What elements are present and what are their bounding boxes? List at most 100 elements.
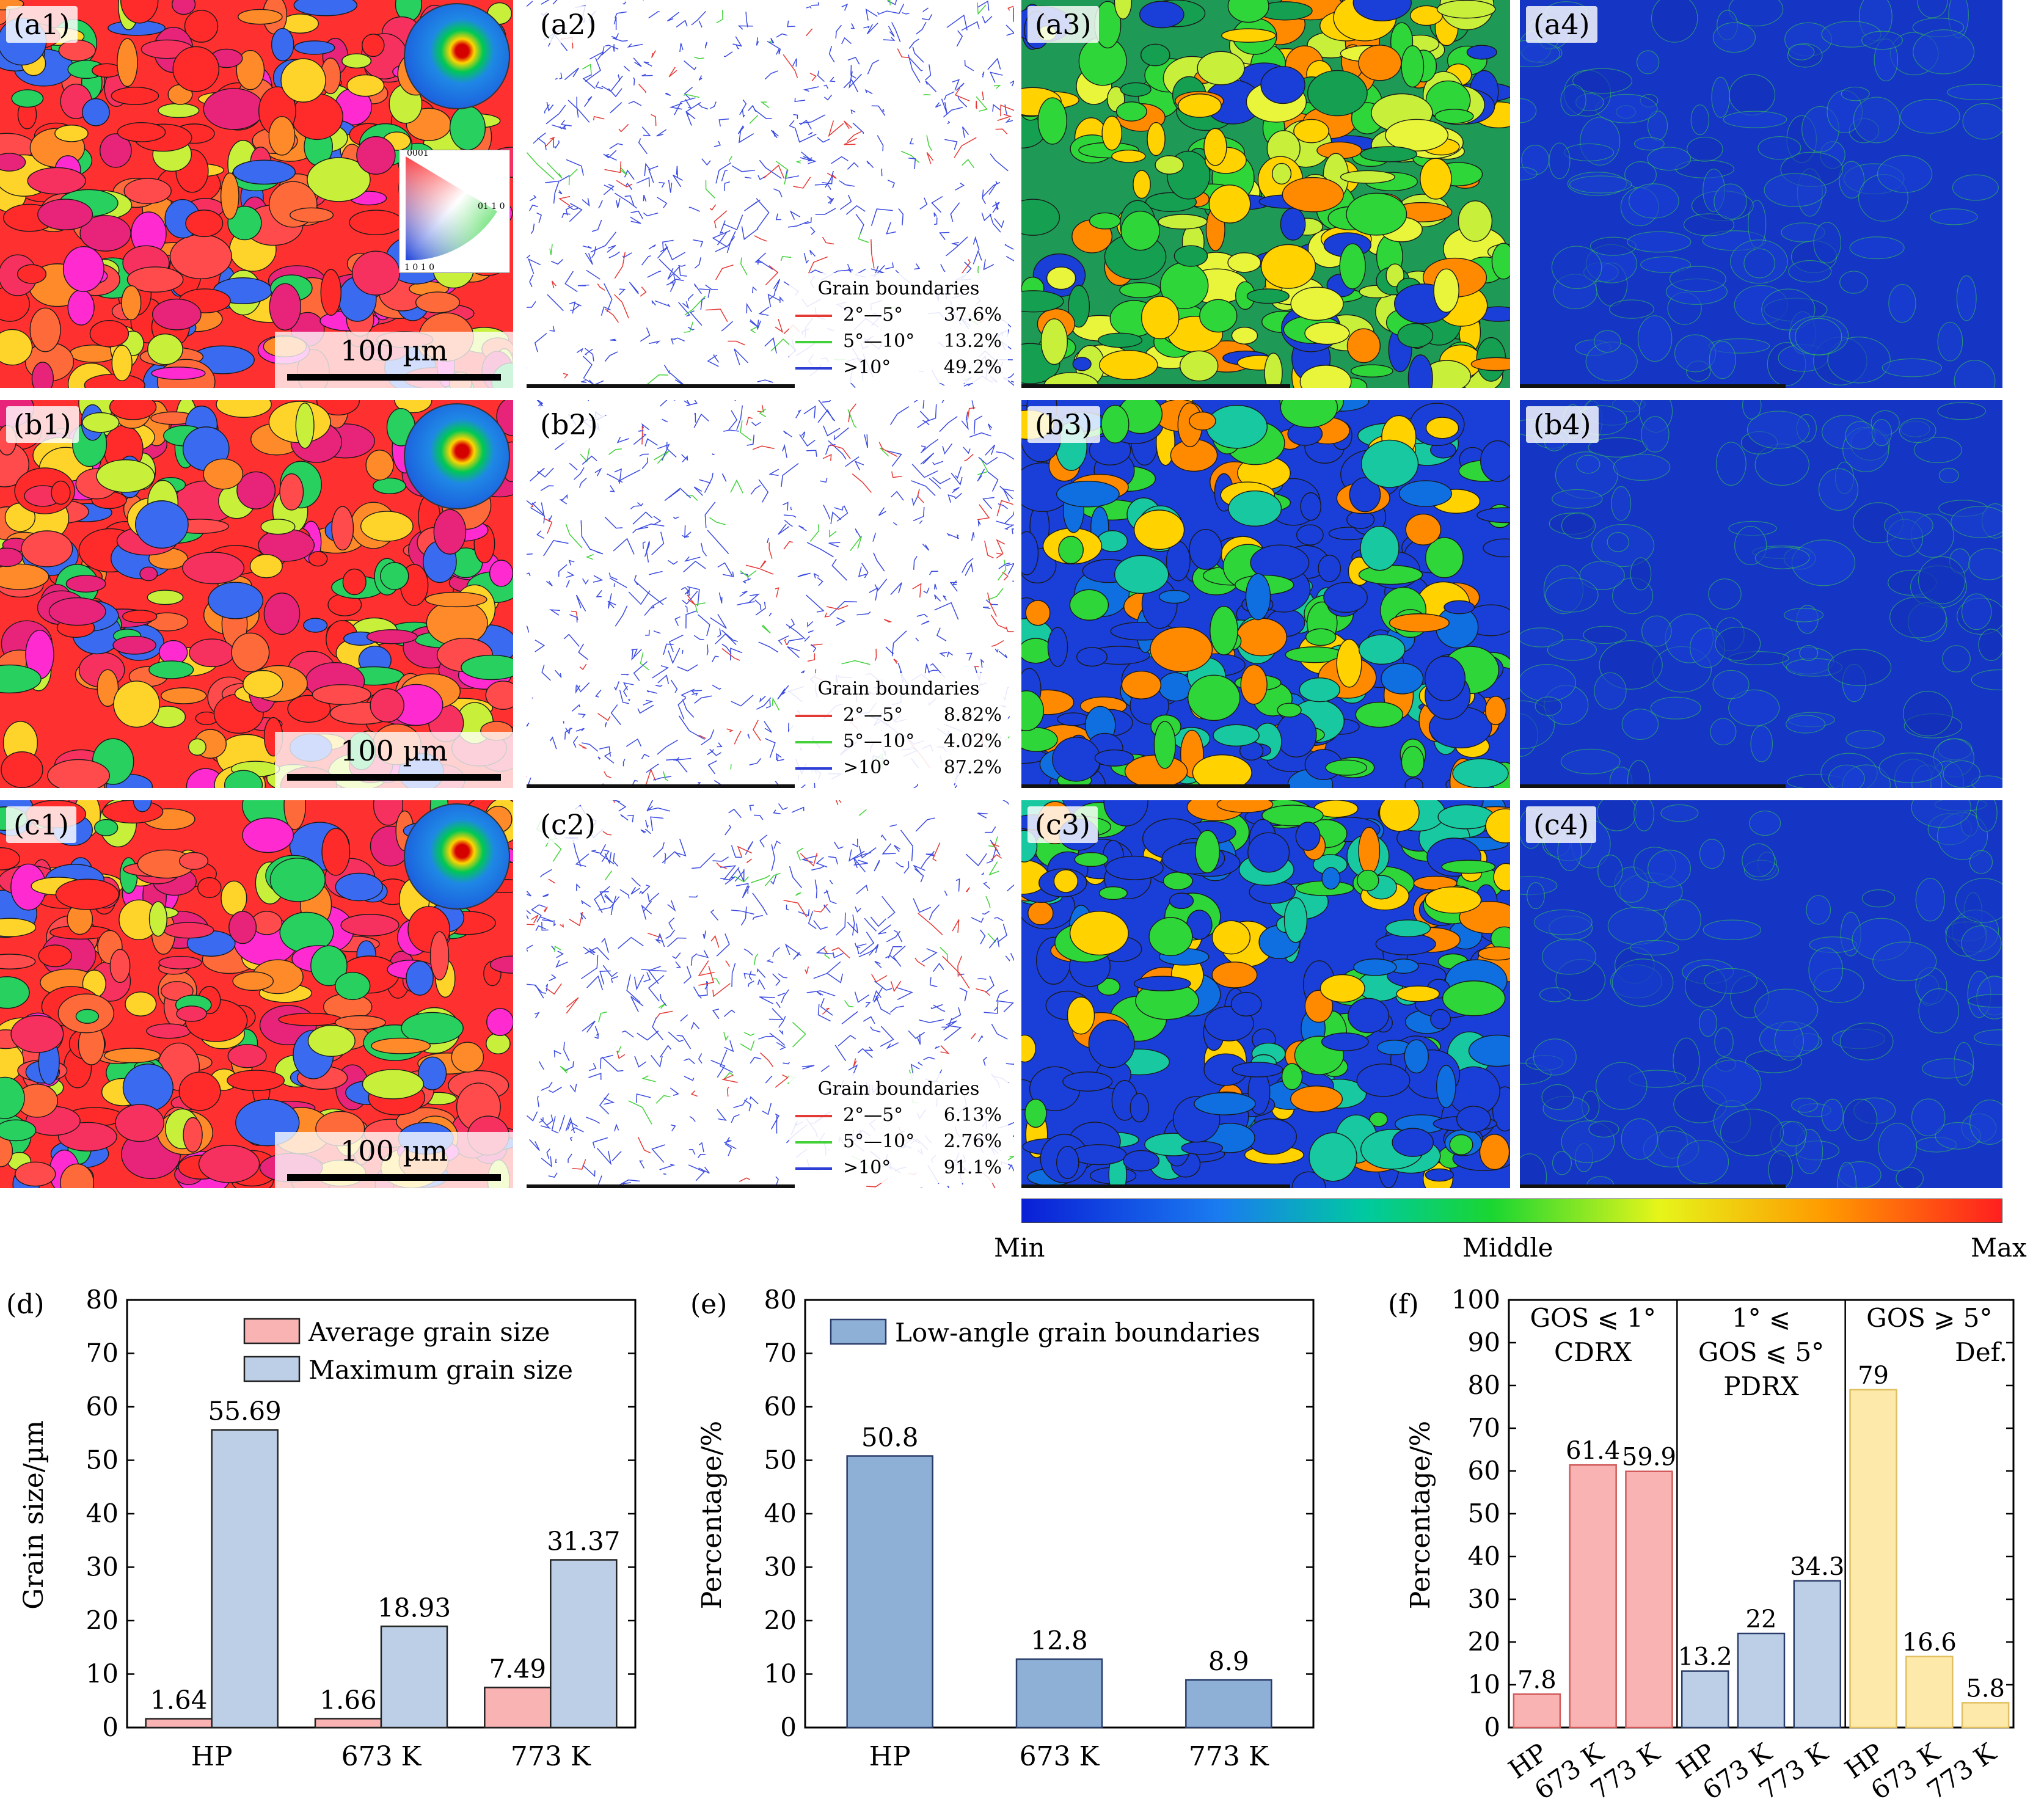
bar bbox=[1793, 1580, 1842, 1729]
group-header: PDRX bbox=[1723, 1371, 1799, 1401]
y-tick-label: 80 bbox=[1468, 1370, 1500, 1400]
bar-value-label: 7.8 bbox=[1517, 1666, 1557, 1694]
grain-boundary-map-c2: (c2) Grain boundaries 2°—5° 6.13% 5°—10° 2… bbox=[527, 800, 1014, 1188]
x-tick-label: 673 K bbox=[1020, 1741, 1100, 1772]
panel-label: (c3) bbox=[1027, 806, 1098, 843]
x-tick-label: 673 K bbox=[341, 1741, 422, 1772]
bar-value-label: 50.8 bbox=[861, 1423, 919, 1453]
bar-value-label: 55.69 bbox=[208, 1396, 282, 1426]
legend-swatch bbox=[795, 367, 832, 370]
colorbar-mid-label: Middle bbox=[1462, 1233, 1553, 1263]
bar bbox=[846, 1455, 933, 1729]
y-tick-label: 70 bbox=[86, 1338, 119, 1368]
bar bbox=[1569, 1464, 1617, 1729]
micrograph-texture bbox=[1021, 800, 1510, 1188]
bar-value-label: 7.49 bbox=[489, 1654, 547, 1684]
y-tick-label: 40 bbox=[764, 1498, 797, 1528]
grain-boundary-legend: Grain boundaries 2°—5° 8.82% 5°—10° 4.02% … bbox=[789, 673, 1008, 783]
bar bbox=[1737, 1632, 1786, 1729]
y-tick-label: 10 bbox=[1468, 1670, 1500, 1699]
bar-value-label: 79 bbox=[1858, 1362, 1889, 1390]
y-tick-label: 50 bbox=[86, 1445, 119, 1475]
y-tick-label: 70 bbox=[764, 1338, 797, 1368]
legend-range: 5°—10° bbox=[843, 330, 915, 352]
legend-range: >10° bbox=[843, 357, 891, 378]
colorbar-max-label: Max bbox=[1971, 1233, 2027, 1263]
x-tick-label: 773 K bbox=[1189, 1741, 1269, 1772]
bar bbox=[1625, 1470, 1673, 1729]
ipf-map-b1: (b1) 100 µm bbox=[0, 400, 513, 788]
legend-range: >10° bbox=[843, 1157, 891, 1178]
y-tick-label: 60 bbox=[1468, 1456, 1500, 1486]
legend-pct: 2.76% bbox=[943, 1131, 1002, 1152]
bar bbox=[1185, 1679, 1272, 1729]
micrograph-texture bbox=[1520, 400, 2002, 788]
scale-bar-line bbox=[1520, 1184, 1786, 1188]
micrograph-texture bbox=[1520, 800, 2002, 1188]
bar bbox=[1961, 1702, 2010, 1729]
y-axis-label: Percentage/% bbox=[696, 1421, 728, 1609]
panel-label: (a3) bbox=[1027, 6, 1099, 43]
y-tick-label: 0 bbox=[780, 1712, 797, 1742]
scale-bar-line bbox=[287, 774, 501, 781]
legend-swatch bbox=[795, 1115, 832, 1117]
lagb-chart: 0 10 20 30 40 50 60 70 80 (e) Percentage/% HP 50.8 67… bbox=[690, 1285, 1315, 1772]
bar-value-label: 13.2 bbox=[1678, 1643, 1732, 1671]
legend-title: Grain boundaries bbox=[817, 1078, 980, 1100]
legend-label: Average grain size bbox=[308, 1317, 550, 1347]
bar-value-label: 61.4 bbox=[1566, 1437, 1620, 1465]
y-tick-label: 40 bbox=[1468, 1541, 1500, 1571]
ipf-label-top: 0001 bbox=[407, 150, 429, 158]
kam-map-c4: (c4) bbox=[1520, 800, 2002, 1188]
legend-range: 2°—5° bbox=[843, 704, 903, 726]
group-header: GOS ⩾ 5° bbox=[1866, 1303, 1992, 1333]
bar-value-label: 59.9 bbox=[1622, 1443, 1676, 1472]
legend-swatch bbox=[795, 1167, 832, 1170]
pole-figure bbox=[404, 803, 510, 910]
y-tick-label: 0 bbox=[1484, 1712, 1500, 1742]
micrograph-texture bbox=[1021, 400, 1510, 788]
panel-label: (d) bbox=[6, 1289, 45, 1320]
x-tick-label: HP bbox=[191, 1741, 233, 1772]
panel-label: (e) bbox=[690, 1289, 727, 1320]
colorbar bbox=[1021, 1199, 2002, 1223]
scale-bar-line bbox=[527, 384, 795, 388]
ipf-label-right: 01 1 0 bbox=[478, 202, 505, 211]
panel-label: (f) bbox=[1388, 1289, 1419, 1320]
scale-bar-line bbox=[1021, 1184, 1290, 1188]
legend-swatch bbox=[795, 741, 832, 743]
bar-value-label: 31.37 bbox=[547, 1527, 620, 1556]
gos-map-c3: (c3) bbox=[1021, 800, 1510, 1188]
pole-figure bbox=[404, 403, 510, 509]
legend-swatch bbox=[243, 1356, 301, 1382]
y-tick-label: 60 bbox=[764, 1392, 797, 1421]
group-header: Def. bbox=[1955, 1337, 2007, 1367]
legend-label: Maximum grain size bbox=[308, 1355, 573, 1385]
scale-bar-line bbox=[1520, 784, 1786, 788]
bar bbox=[484, 1687, 552, 1729]
bar-value-label: 8.9 bbox=[1208, 1646, 1249, 1676]
bar-value-label: 34.3 bbox=[1790, 1553, 1844, 1581]
bar bbox=[211, 1429, 279, 1729]
gos-map-b3: (b3) bbox=[1021, 400, 1510, 788]
scale-bar: 100 µm bbox=[275, 732, 513, 788]
group-header: CDRX bbox=[1554, 1337, 1632, 1367]
legend-swatch bbox=[795, 1141, 832, 1144]
y-tick-label: 50 bbox=[1468, 1498, 1500, 1528]
legend-pct: 49.2% bbox=[943, 357, 1002, 378]
legend-pct: 87.2% bbox=[943, 757, 1002, 778]
grain-boundary-legend: Grain boundaries 2°—5° 6.13% 5°—10° 2.76% … bbox=[789, 1073, 1008, 1183]
scale-bar-line bbox=[287, 1174, 501, 1181]
ipf-map-c1: (c1) 100 µm bbox=[0, 800, 513, 1188]
legend-swatch bbox=[795, 767, 832, 770]
panel-label: (b2) bbox=[533, 406, 605, 443]
group-header: GOS ⩽ 1° bbox=[1530, 1303, 1655, 1333]
bar bbox=[145, 1718, 213, 1729]
scale-bar-label: 100 µm bbox=[340, 734, 448, 767]
y-tick-label: 60 bbox=[86, 1392, 119, 1421]
y-tick-label: 80 bbox=[764, 1285, 797, 1315]
group-header: GOS ⩽ 5° bbox=[1698, 1337, 1824, 1367]
bar-value-label: 16.6 bbox=[1902, 1629, 1957, 1657]
gos-map-a3: (a3) bbox=[1021, 0, 1510, 388]
